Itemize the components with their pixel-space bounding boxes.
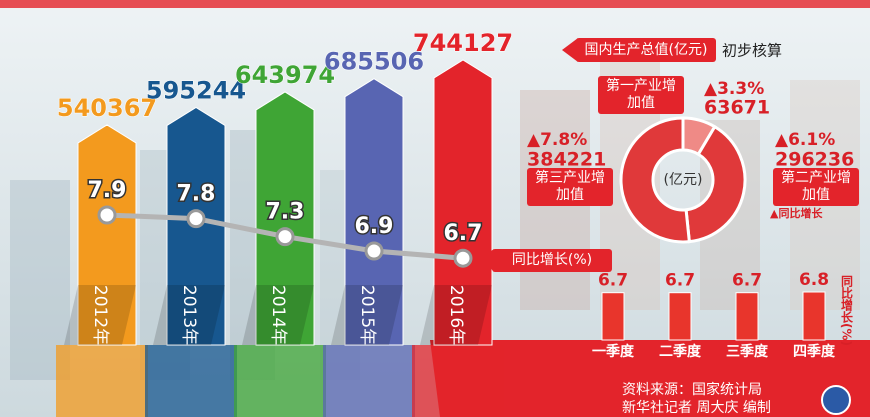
gdp-value-label: 540367 [57, 94, 157, 122]
sector-label-box: 第一产业增加值 [598, 76, 684, 114]
growth-point [277, 229, 293, 245]
year-label: 2012年 [90, 285, 110, 345]
growth-point [455, 250, 471, 266]
sector-label: 第一产业增加值 [598, 76, 684, 114]
growth-point [366, 243, 382, 259]
quarter-bar [803, 292, 825, 340]
growth-point [188, 211, 204, 227]
growth-value-label: 6.7 [444, 221, 483, 246]
gdp-legend-box: 国内生产总值(亿元) [576, 38, 716, 62]
bar-base [323, 345, 415, 417]
sector-value: 384221 [527, 149, 606, 171]
infographic: 2012年 540367 2013年 595244 2014年 643974 2015年 68… [0, 0, 870, 417]
gdp-value-label: 643974 [235, 61, 335, 89]
sector-label: 第二产业增加值 [773, 168, 859, 206]
bar-base [234, 345, 326, 417]
source-line: 新华社记者 周大庆 编制 [622, 400, 771, 416]
quarter-bar [602, 293, 624, 340]
year-label: 2016年 [446, 285, 466, 345]
quarter-value-label: 6.7 [732, 271, 762, 291]
gdp-legend: 国内生产总值(亿元) [576, 38, 716, 62]
quarter-value-label: 6.7 [665, 271, 695, 291]
growth-value-label: 7.9 [88, 178, 127, 203]
bar-base [412, 345, 504, 417]
sector-label: 第三产业增加值 [527, 168, 613, 206]
gdp-value-label: 595244 [146, 76, 246, 104]
gdp-value-label: 685506 [324, 48, 424, 76]
growth-legend-box: 同比增长(%) [492, 249, 612, 272]
gdp-value-label: 744127 [413, 29, 513, 57]
sector-label-box: 第二产业增加值 [773, 168, 859, 206]
bar-base [56, 345, 148, 417]
quarter-value-label: 6.7 [598, 271, 628, 291]
quarter-bar [736, 293, 758, 340]
year-label: 2014年 [268, 285, 288, 345]
bar-base [145, 345, 237, 417]
sector-growth: ▲6.1% [775, 130, 835, 150]
growth-legend: 同比增长(%) [492, 249, 612, 272]
growth-value-label: 7.8 [177, 182, 216, 207]
year-label: 2015年 [357, 285, 377, 345]
quarter-label: 三季度 [726, 343, 769, 360]
growth-point [99, 207, 115, 223]
year-label: 2013年 [179, 285, 199, 345]
sector-growth: ▲7.8% [527, 130, 587, 150]
growth-value-label: 6.9 [355, 214, 394, 239]
quarter-label: 二季度 [659, 343, 702, 360]
sector-value: 296236 [775, 149, 854, 171]
quarter-bar [669, 293, 691, 340]
sector-value: 63671 [704, 97, 770, 119]
sector-label-box: 第三产业增加值 [527, 168, 613, 206]
gdp-subtitle: 初步核算 [722, 42, 782, 60]
quarter-title: 同比增长(%) [840, 275, 854, 346]
source-line: 资料来源：国家统计局 [622, 381, 762, 398]
title-strip [0, 0, 870, 8]
growth-value-label: 7.3 [266, 200, 305, 225]
quarter-value-label: 6.8 [799, 270, 829, 290]
quarter-label: 四季度 [793, 343, 836, 360]
donut-unit: (亿元) [664, 172, 703, 188]
donut-legend: ▲同比增长 [770, 206, 823, 220]
quarter-label: 一季度 [592, 343, 635, 360]
logo [822, 386, 850, 414]
